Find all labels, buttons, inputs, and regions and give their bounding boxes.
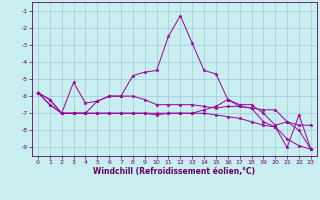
X-axis label: Windchill (Refroidissement éolien,°C): Windchill (Refroidissement éolien,°C) [93,167,255,176]
